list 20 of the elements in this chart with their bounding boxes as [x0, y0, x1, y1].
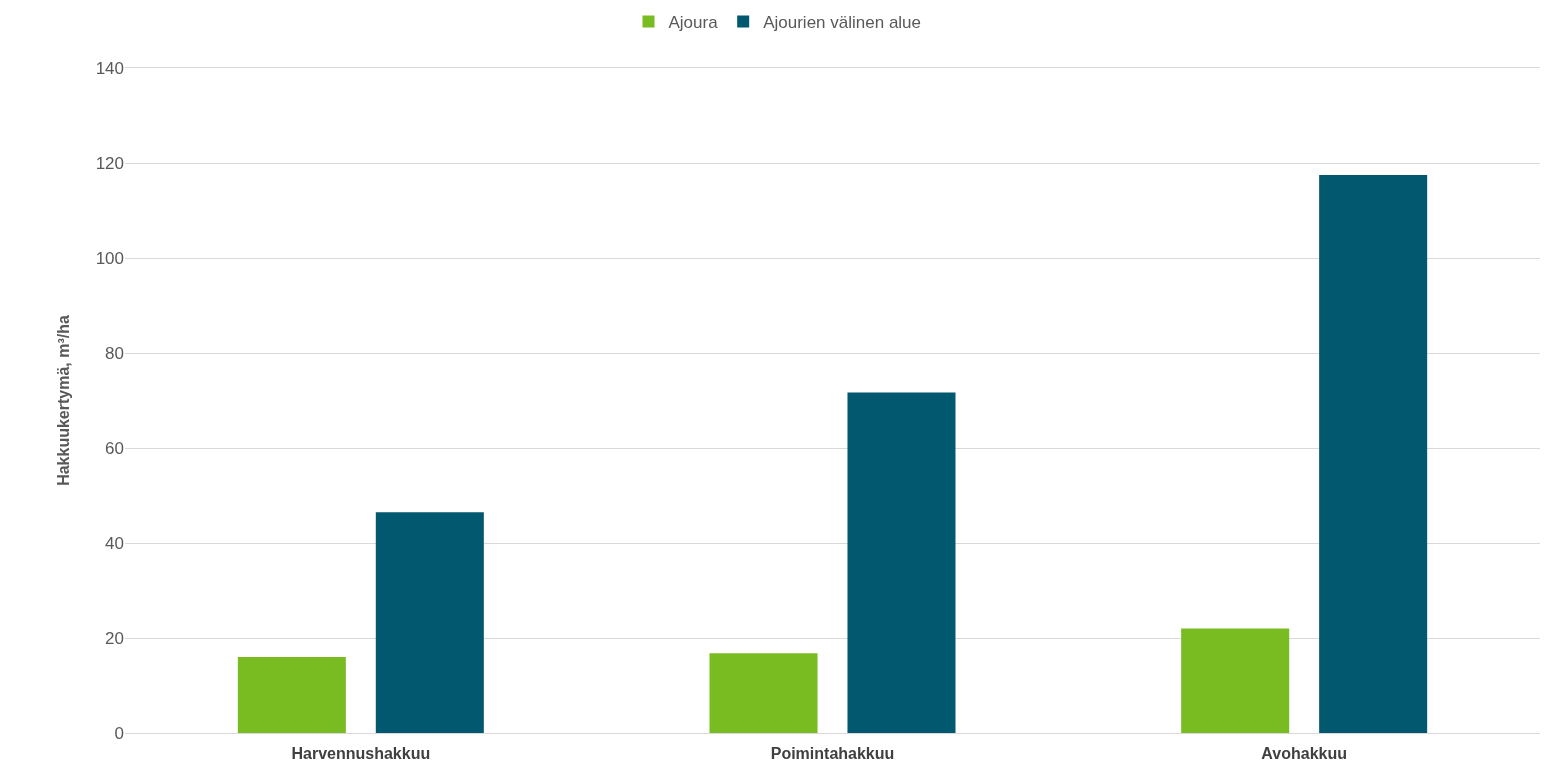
x-tick-label: Harvennushakkuu — [291, 745, 431, 763]
bar — [237, 657, 346, 733]
bar — [1181, 628, 1290, 733]
bar — [1319, 174, 1428, 733]
bar — [847, 392, 956, 733]
y-tick-label: 100 — [95, 248, 124, 268]
y-tick-label: 0 — [114, 723, 124, 743]
y-tick-label: 60 — [105, 438, 124, 458]
bar — [709, 653, 818, 733]
y-axis-title: Hakkuukertymä, m³/ha — [54, 315, 72, 486]
y-tick-label: 80 — [105, 343, 124, 363]
x-tick-label: Avohakkuu — [1261, 745, 1347, 763]
y-tick-label: 20 — [105, 628, 124, 648]
y-tick-label: 140 — [95, 58, 124, 78]
y-tick-label: 120 — [95, 153, 124, 173]
y-tick-label: 40 — [105, 533, 124, 553]
legend-label: Ajourien välinen alue — [763, 13, 922, 33]
bar — [375, 512, 484, 733]
legend-label: Ajoura — [668, 13, 719, 33]
x-tick-label: Poimintahakkuu — [770, 745, 895, 763]
